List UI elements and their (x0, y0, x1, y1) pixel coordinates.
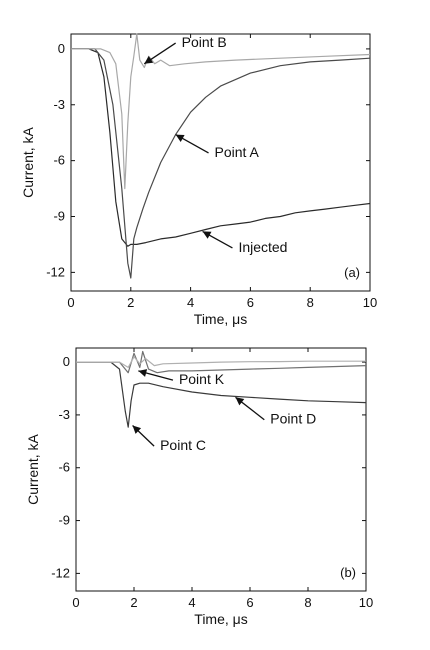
annotation-arrowhead (138, 369, 148, 377)
y-tick-label: 0 (58, 41, 65, 56)
x-tick-label: 0 (67, 295, 74, 310)
annotation-arrowhead (235, 397, 245, 406)
annotation-point-a: Point A (215, 144, 260, 160)
x-tick-label: 2 (130, 595, 137, 610)
y-axis-label: Current, kA (20, 126, 36, 197)
x-axis-label: Time, μs (194, 611, 247, 627)
y-axis-label: Current, kA (25, 433, 41, 504)
x-tick-label: 10 (363, 295, 377, 310)
x-tick-label: 10 (359, 595, 373, 610)
y-tick-label: -3 (53, 97, 65, 112)
x-tick-label: 6 (247, 295, 254, 310)
x-tick-label: 2 (127, 295, 134, 310)
y-tick-label: -12 (46, 264, 65, 279)
chart-a: 0 2 4 6 8 10 0 -3 -6 -9 -12 Time, μs Current, kA Poin… (20, 33, 377, 327)
annotation-point-d: Point D (270, 411, 316, 427)
annotation-point-c: Point C (160, 437, 206, 453)
y-tick-label: -9 (58, 513, 70, 528)
x-tick-label: 4 (187, 295, 194, 310)
series-line-point-c (76, 361, 367, 428)
y-tick-label: -9 (53, 209, 65, 224)
x-tick-label: 8 (307, 295, 314, 310)
x-tick-label: 0 (72, 595, 79, 610)
annotation-arrowhead (132, 425, 142, 434)
annotation-arrowhead (144, 56, 154, 64)
plot-frame (75, 347, 367, 592)
x-tick-label: 6 (246, 595, 253, 610)
chart-b: 0 2 4 6 8 10 0 -3 -6 -9 -12 Time, μs Current, kA Poin… (25, 347, 373, 627)
plot-frame (70, 33, 371, 292)
annotation-injected: Injected (238, 239, 287, 255)
series-line-point-b (71, 33, 371, 190)
series-line-point-k (76, 356, 366, 368)
y-tick-label: -6 (58, 460, 70, 475)
annotation-arrowhead (175, 134, 185, 142)
panel-label: (a) (344, 265, 360, 280)
y-tick-label: 0 (63, 354, 70, 369)
x-tick-label: 4 (188, 595, 195, 610)
y-tick-label: -12 (51, 565, 70, 580)
series-line-injected (71, 48, 371, 247)
annotation-point-k: Point K (179, 371, 225, 387)
x-tick-label: 8 (304, 595, 311, 610)
series-line-point-a (71, 48, 371, 279)
annotation-arrowhead (202, 231, 212, 239)
x-axis-label: Time, μs (194, 311, 247, 327)
y-tick-label: -6 (53, 153, 65, 168)
annotation-point-b: Point B (182, 34, 227, 50)
panel-label: (b) (340, 565, 356, 580)
y-tick-label: -3 (58, 407, 70, 422)
